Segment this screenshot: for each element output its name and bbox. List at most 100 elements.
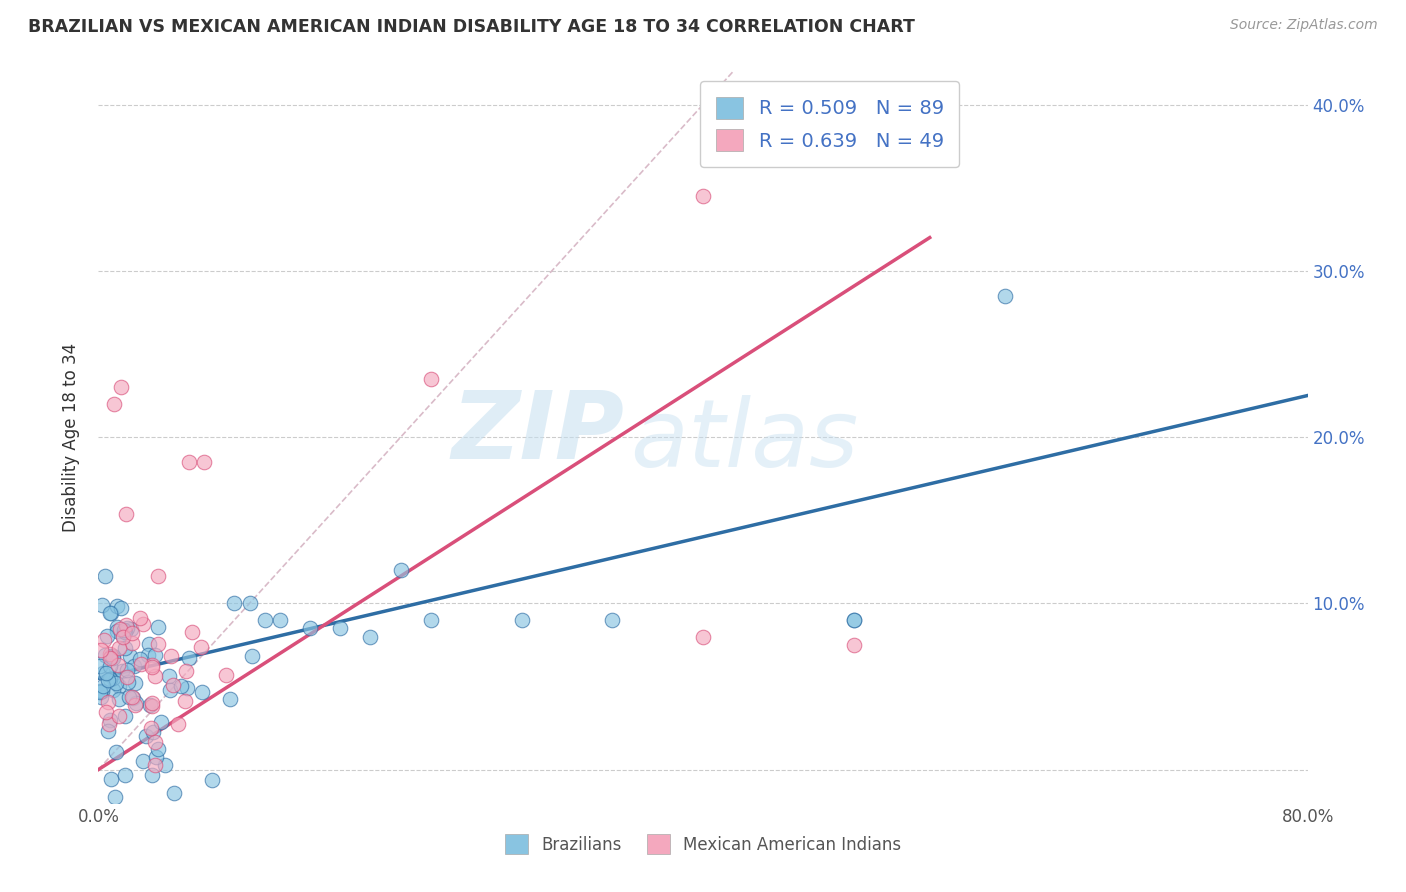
Point	[138, 698, 160, 712]
Point	[114, 641, 136, 656]
Point	[994, 289, 1017, 303]
Point	[104, 746, 127, 760]
Point	[420, 372, 443, 386]
Point	[148, 569, 170, 583]
Point	[269, 613, 291, 627]
Point	[329, 621, 352, 635]
Point	[157, 668, 180, 682]
Point	[115, 621, 138, 635]
Point	[420, 613, 443, 627]
Point	[114, 624, 136, 639]
Point	[121, 690, 143, 704]
Point	[143, 669, 166, 683]
Point	[173, 694, 195, 708]
Point	[98, 659, 121, 673]
Point	[107, 641, 129, 656]
Point	[170, 679, 193, 693]
Point	[97, 723, 120, 738]
Point	[142, 725, 165, 739]
Point	[125, 697, 148, 711]
Point	[105, 624, 128, 639]
Point	[104, 676, 127, 690]
Point	[510, 613, 533, 627]
Point	[89, 659, 111, 673]
Point	[143, 735, 166, 749]
Point	[110, 601, 132, 615]
Point	[124, 675, 146, 690]
Point	[167, 717, 190, 731]
Point	[100, 713, 122, 727]
Point	[117, 690, 139, 705]
Point	[90, 684, 112, 698]
Point	[129, 657, 152, 671]
Point	[101, 648, 124, 663]
Point	[141, 699, 163, 714]
Point	[181, 625, 204, 640]
Point	[146, 741, 169, 756]
Point	[93, 633, 115, 648]
Point	[101, 682, 124, 697]
Point	[128, 611, 150, 625]
Point	[176, 681, 198, 695]
Point	[90, 690, 112, 704]
Point	[129, 652, 152, 666]
Point	[145, 749, 167, 764]
Point	[360, 630, 382, 644]
Point	[239, 596, 262, 610]
Text: BRAZILIAN VS MEXICAN AMERICAN INDIAN DISABILITY AGE 18 TO 34 CORRELATION CHART: BRAZILIAN VS MEXICAN AMERICAN INDIAN DIS…	[28, 18, 915, 36]
Point	[146, 620, 169, 634]
Point	[240, 648, 263, 663]
Point	[97, 673, 120, 687]
Point	[132, 754, 155, 768]
Point	[108, 692, 131, 706]
Point	[389, 563, 412, 577]
Point	[114, 507, 136, 521]
Point	[163, 786, 186, 800]
Point	[215, 667, 238, 681]
Point	[174, 664, 197, 678]
Point	[602, 613, 624, 627]
Point	[844, 613, 866, 627]
Point	[107, 708, 129, 723]
Point	[190, 640, 212, 654]
Point	[224, 596, 246, 610]
Point	[100, 649, 122, 664]
Point	[148, 637, 170, 651]
Y-axis label: Disability Age 18 to 34: Disability Age 18 to 34	[62, 343, 80, 532]
Point	[98, 651, 121, 665]
Point	[105, 620, 128, 634]
Point	[91, 665, 114, 680]
Point	[135, 729, 157, 743]
Point	[115, 670, 138, 684]
Point	[138, 637, 160, 651]
Point	[160, 648, 183, 663]
Point	[692, 189, 714, 203]
Point	[162, 678, 184, 692]
Point	[155, 757, 177, 772]
Point	[101, 650, 124, 665]
Point	[219, 692, 242, 706]
Point	[141, 657, 163, 672]
Point	[104, 789, 127, 804]
Point	[110, 380, 132, 394]
Point	[143, 757, 166, 772]
Point	[120, 622, 142, 636]
Point	[96, 629, 118, 643]
Point	[114, 768, 136, 782]
Point	[107, 658, 129, 673]
Point	[115, 617, 138, 632]
Point	[91, 679, 114, 693]
Point	[141, 696, 163, 710]
Point	[94, 568, 117, 582]
Point	[111, 630, 134, 644]
Point	[100, 607, 122, 621]
Point	[844, 613, 866, 627]
Point	[107, 679, 129, 693]
Point	[90, 642, 112, 657]
Point	[117, 663, 139, 677]
Point	[112, 629, 135, 643]
Text: ZIP: ZIP	[451, 387, 624, 479]
Point	[89, 685, 111, 699]
Point	[120, 649, 142, 664]
Point	[253, 613, 276, 627]
